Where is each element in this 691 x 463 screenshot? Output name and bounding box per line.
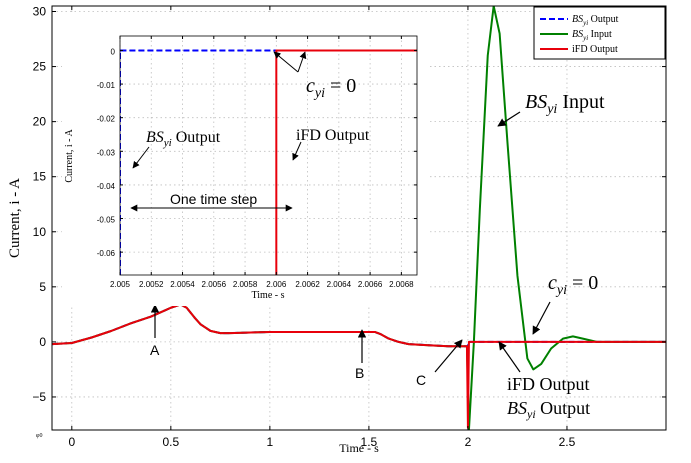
inset-arrow-ifd-output xyxy=(292,141,302,161)
inset-tick-group: 2.005 2.0052 2.0054 2.0056 2.0058 2.006 2.0062… xyxy=(97,36,417,289)
inset-arrow-cy-2 xyxy=(297,51,307,73)
main-xtick-label: 0.5 xyxy=(162,435,179,449)
inset-arrow-bs-output xyxy=(132,146,150,169)
main-series-ifd-output-line xyxy=(52,303,666,429)
main-xtick-label: 1 xyxy=(267,435,274,449)
main-ytick-label: 10 xyxy=(33,225,47,239)
inset-xlabel: Time - s xyxy=(252,290,285,301)
main-series-group xyxy=(52,6,666,430)
inset-annotation-ifd-output: iFD Output xyxy=(296,127,370,144)
annotation-bs-input: BSyi Input xyxy=(525,91,605,117)
annotation-b: B xyxy=(355,365,364,381)
inset-ytick-label: 0 xyxy=(111,47,116,56)
main-annotations: A B C BSyi Input cyi = 0 iFD Output BSyi… xyxy=(150,91,605,421)
inset-series-group xyxy=(120,49,417,275)
inset-background xyxy=(62,14,427,306)
main-xtick-label: 1.5 xyxy=(361,435,378,449)
inset-xtick-label: 2.0054 xyxy=(170,280,195,289)
main-ytick-label: −5 xyxy=(32,390,46,404)
inset-annotations: One time step BSyi Output iFD Output cyi… xyxy=(130,51,370,212)
inset-xtick-label: 2.0062 xyxy=(295,280,320,289)
annotation-bs-output: BSyi Output xyxy=(507,398,590,421)
annotation-a: A xyxy=(150,342,160,358)
inset-ytick-label: -0.03 xyxy=(97,148,116,157)
inset-xtick-label: 2.006 xyxy=(266,280,287,289)
main-ytick-label: 20 xyxy=(33,115,47,129)
annotation-one-time-step: One time step xyxy=(170,191,257,207)
main-ytick-label: 30 xyxy=(33,5,47,19)
corner-mark: φ0 xyxy=(36,433,42,439)
main-axes-frame xyxy=(51,5,667,431)
inset-ytick-label: -0.06 xyxy=(97,249,116,258)
main-xtick-label: 2.5 xyxy=(559,435,576,449)
annotation-arrow-c xyxy=(434,339,463,373)
annotation-arrow-cy xyxy=(532,301,551,335)
legend: BSyi Output BSyi Input iFD Output xyxy=(533,6,666,60)
annotation-arrow-input xyxy=(497,111,521,127)
legend-label-bs-input: BSyi Input xyxy=(572,29,612,42)
inset-ytick-label: -0.01 xyxy=(97,81,116,90)
inset-xtick-label: 2.005 xyxy=(110,280,131,289)
inset-ytick-label: -0.02 xyxy=(97,115,116,124)
main-xtick-label: 0 xyxy=(68,435,75,449)
legend-label-bs-output: BSyi Output xyxy=(572,14,619,27)
main-ytick-label: 25 xyxy=(33,60,47,74)
legend-label-ifd-output: iFD Output xyxy=(572,44,618,55)
inset-xtick-label: 2.0056 xyxy=(202,280,227,289)
main-ylabel: Current, i - A xyxy=(7,178,23,258)
main-ytick-label: 5 xyxy=(39,280,46,294)
inset-axes-frame xyxy=(119,35,418,276)
annotation-ifd-output: iFD Output xyxy=(507,374,590,394)
main-tick-group: 0 0.5 1 1.5 2 2.5 −5 0 5 10 15 20 25 30 xyxy=(32,5,666,449)
main-xlabel: Time - s xyxy=(339,441,379,455)
inset-xtick-label: 2.0068 xyxy=(389,280,414,289)
main-xtick-label: 2 xyxy=(465,435,472,449)
main-ytick-label: 0 xyxy=(39,335,46,349)
inset-xtick-label: 2.0066 xyxy=(358,280,383,289)
annotation-c: C xyxy=(416,372,426,388)
inset-ytick-label: -0.05 xyxy=(97,216,116,225)
annotation-arrow-ifd xyxy=(498,341,521,373)
inset-ylabel: Current, i - A xyxy=(64,129,75,183)
inset-xtick-label: 2.0058 xyxy=(233,280,258,289)
inset-arrow-cy xyxy=(273,51,299,73)
inset-annotation-cy-zero: cyi = 0 xyxy=(306,75,356,101)
inset-xtick-label: 2.0064 xyxy=(327,280,352,289)
inset-annotation-bs-output: BSyi Output xyxy=(146,129,221,149)
inset-xtick-label: 2.0052 xyxy=(139,280,164,289)
annotation-cy-zero: cyi = 0 xyxy=(548,272,598,298)
inset-series-ifd-output-line xyxy=(275,49,417,275)
inset-ytick-label: -0.04 xyxy=(97,182,116,191)
main-ytick-label: 15 xyxy=(33,170,47,184)
